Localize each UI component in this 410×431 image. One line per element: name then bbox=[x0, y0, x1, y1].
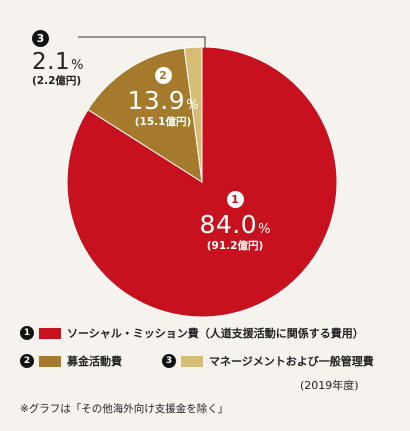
legend-swatch-3 bbox=[181, 355, 203, 367]
pie-slice-3 bbox=[183, 46, 203, 183]
slice-1-amount: (91.2億円) bbox=[206, 240, 264, 252]
legend-number-3-icon: 3 bbox=[162, 354, 176, 368]
slice-3-label: 3 2.1% (2.2億円) bbox=[32, 29, 112, 87]
callout-line-slice-3 bbox=[78, 36, 206, 50]
legend-label-2: 募金活動費 bbox=[67, 355, 122, 368]
slice-3-amount: (2.2億円) bbox=[32, 75, 82, 87]
footnote: ※グラフは「その他海外向け支援金を除く」 bbox=[20, 403, 229, 415]
year-note: (2019年度) bbox=[300, 379, 359, 392]
legend-item-3: 3 マネージメントおよび一般管理費 bbox=[162, 353, 374, 369]
legend-number-2-icon: 2 bbox=[20, 354, 34, 368]
legend-number-1-icon: 1 bbox=[20, 326, 34, 340]
legend-swatch-2 bbox=[39, 355, 61, 367]
pie-slice-2 bbox=[87, 47, 203, 183]
slice-1-number-icon: 1 bbox=[226, 191, 244, 208]
legend-item-1: 1 ソーシャル・ミッション費（人道支援活動に関係する費用） bbox=[20, 325, 364, 341]
slice-2-label: 2 13.9% (15.1億円) bbox=[118, 66, 208, 128]
slice-2-number-icon: 2 bbox=[154, 67, 172, 84]
legend-label-1: ソーシャル・ミッション費（人道支援活動に関係する費用） bbox=[67, 327, 364, 340]
legend-label-3: マネージメントおよび一般管理費 bbox=[209, 355, 374, 368]
slice-2-percent: 13.9 bbox=[127, 86, 186, 115]
legend-swatch-1 bbox=[39, 327, 61, 339]
slice-1-percent-sign: % bbox=[258, 222, 271, 237]
legend: 1 ソーシャル・ミッション費（人道支援活動に関係する費用） bbox=[20, 325, 364, 341]
slice-3-number-icon: 3 bbox=[32, 30, 49, 47]
slice-2-percent-sign: % bbox=[186, 98, 199, 113]
legend-item-2: 2 募金活動費 bbox=[20, 353, 122, 369]
slice-1-label: 1 84.0% (91.2億円) bbox=[190, 190, 280, 252]
slice-3-percent-sign: % bbox=[71, 58, 84, 73]
slice-3-percent: 2.1 bbox=[32, 49, 71, 75]
slice-1-percent: 84.0 bbox=[199, 210, 258, 239]
slice-2-amount: (15.1億円) bbox=[134, 116, 192, 128]
